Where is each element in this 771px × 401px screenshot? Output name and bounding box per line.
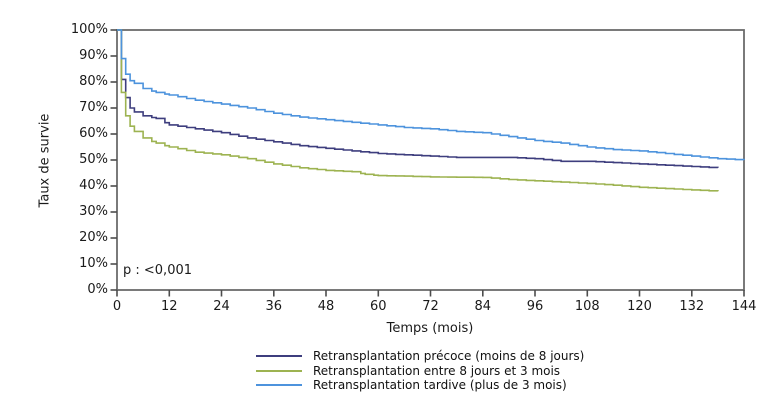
legend-item: Retransplantation entre 8 jours et 3 moi… [256, 364, 584, 379]
y-tick-label: 40% [79, 178, 108, 193]
x-tick-label: 144 [731, 299, 757, 314]
legend-label: Retransplantation entre 8 jours et 3 moi… [313, 363, 561, 378]
y-tick-label: 50% [79, 152, 108, 167]
y-tick-label: 0% [87, 282, 108, 297]
x-tick-label: 96 [526, 299, 544, 314]
series-line-0 [117, 29, 719, 169]
x-axis-title: Temps (mois) [386, 321, 474, 336]
x-tick-label: 0 [112, 299, 122, 314]
legend-label: Retransplantation tardive (plus de 3 moi… [313, 378, 567, 393]
legend-item: Retransplantation précoce (moins de 8 jo… [256, 349, 584, 364]
x-tick-label: 36 [265, 299, 283, 314]
x-tick-label: 48 [317, 299, 335, 314]
y-tick-label: 70% [79, 100, 108, 115]
y-tick-label: 20% [79, 230, 108, 245]
x-tick-label: 24 [213, 299, 230, 314]
x-tick-label: 120 [627, 299, 652, 314]
y-tick-label: 100% [70, 22, 108, 37]
y-tick-label: 10% [79, 256, 108, 271]
legend-line-swatch [256, 384, 302, 387]
legend: Retransplantation précoce (moins de 8 jo… [256, 349, 584, 393]
legend-line-swatch [256, 369, 302, 372]
legend-label: Retransplantation précoce (moins de 8 jo… [313, 349, 585, 364]
x-tick-label: 60 [369, 299, 387, 314]
y-tick-label: 60% [79, 126, 108, 141]
y-tick-label: 30% [79, 204, 108, 219]
plot-box [116, 29, 745, 291]
legend-item: Retransplantation tardive (plus de 3 moi… [256, 378, 584, 393]
y-tick-label: 90% [79, 48, 108, 63]
series-line-1 [117, 29, 719, 192]
x-tick-label: 72 [422, 299, 439, 314]
x-tick-label: 12 [160, 299, 178, 314]
series-line-2 [117, 29, 745, 161]
p-value-annotation: p : <0,001 [123, 263, 193, 278]
legend-line-swatch [256, 355, 302, 358]
x-tick-label: 84 [474, 299, 492, 314]
y-tick-label: 80% [79, 74, 108, 89]
x-tick-label: 108 [574, 299, 600, 314]
x-tick-label: 132 [679, 299, 705, 314]
